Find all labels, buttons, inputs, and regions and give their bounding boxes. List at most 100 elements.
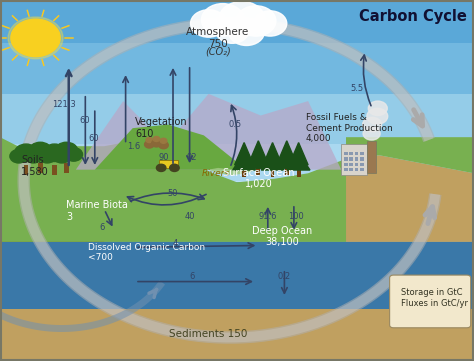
Text: 92: 92 xyxy=(187,153,197,161)
Text: Surface Ocean
1,020: Surface Ocean 1,020 xyxy=(223,168,294,190)
Bar xyxy=(344,168,348,171)
Bar xyxy=(0,43,474,94)
Circle shape xyxy=(146,138,153,143)
Circle shape xyxy=(15,144,37,161)
Circle shape xyxy=(65,148,82,161)
Text: 100: 100 xyxy=(288,212,304,221)
Polygon shape xyxy=(247,151,270,168)
Text: 60: 60 xyxy=(79,117,90,125)
Polygon shape xyxy=(346,155,474,242)
Circle shape xyxy=(159,142,168,149)
Bar xyxy=(0,182,474,242)
Circle shape xyxy=(228,18,264,45)
Bar xyxy=(159,160,178,168)
Bar xyxy=(355,152,358,155)
Text: 50: 50 xyxy=(168,189,178,197)
Bar xyxy=(24,165,28,175)
Text: 1.6: 1.6 xyxy=(127,142,140,151)
FancyBboxPatch shape xyxy=(390,275,471,328)
Text: Storage in GtC
Fluxes in GtC/yr: Storage in GtC Fluxes in GtC/yr xyxy=(401,288,467,308)
Circle shape xyxy=(368,101,387,116)
Polygon shape xyxy=(209,168,256,175)
Bar xyxy=(349,152,353,155)
Bar xyxy=(0,144,474,180)
Circle shape xyxy=(216,18,249,43)
Text: 60: 60 xyxy=(89,135,99,143)
Circle shape xyxy=(24,148,42,161)
Text: Carbon Cycle: Carbon Cycle xyxy=(359,9,467,24)
Circle shape xyxy=(10,149,27,163)
Text: Rivers: Rivers xyxy=(201,169,230,178)
Text: Dissolved Organic Carbon
<700: Dissolved Organic Carbon <700 xyxy=(88,243,205,262)
Circle shape xyxy=(55,142,78,160)
Text: 6: 6 xyxy=(189,272,195,280)
Circle shape xyxy=(145,141,154,148)
Polygon shape xyxy=(233,153,255,170)
Text: Vegetation
610: Vegetation 610 xyxy=(135,117,188,139)
Text: 0.2: 0.2 xyxy=(278,272,291,280)
Circle shape xyxy=(367,108,388,124)
Bar xyxy=(256,166,260,175)
Circle shape xyxy=(363,127,380,140)
Circle shape xyxy=(160,138,167,143)
Circle shape xyxy=(201,4,244,36)
Text: 6: 6 xyxy=(99,223,105,232)
Polygon shape xyxy=(0,144,104,242)
Bar xyxy=(360,152,364,155)
Circle shape xyxy=(170,164,179,171)
Bar xyxy=(341,144,367,175)
Circle shape xyxy=(11,19,60,57)
Polygon shape xyxy=(0,137,346,242)
Polygon shape xyxy=(261,153,284,170)
Bar xyxy=(349,163,353,166)
Bar xyxy=(355,168,358,171)
Bar xyxy=(285,166,289,175)
Circle shape xyxy=(191,10,227,37)
Polygon shape xyxy=(277,141,296,163)
Bar xyxy=(344,152,348,155)
Text: 121.3: 121.3 xyxy=(52,100,76,109)
Polygon shape xyxy=(275,151,298,168)
Text: 91.6: 91.6 xyxy=(258,212,277,221)
Polygon shape xyxy=(95,125,246,170)
Bar xyxy=(349,168,353,171)
Circle shape xyxy=(153,136,160,142)
Text: Sediments 150: Sediments 150 xyxy=(169,329,248,339)
Bar xyxy=(355,163,358,166)
Bar xyxy=(355,157,358,161)
Bar xyxy=(0,309,474,361)
Polygon shape xyxy=(76,94,341,170)
Bar xyxy=(0,94,474,144)
Text: 5.5: 5.5 xyxy=(350,84,364,93)
Bar xyxy=(344,157,348,161)
Polygon shape xyxy=(289,143,308,165)
Bar xyxy=(367,141,376,173)
Circle shape xyxy=(39,148,56,161)
Bar xyxy=(271,168,274,177)
Circle shape xyxy=(254,11,287,36)
Bar xyxy=(52,165,57,175)
Text: 4: 4 xyxy=(173,239,178,248)
Bar xyxy=(0,0,474,43)
Polygon shape xyxy=(263,143,282,165)
Text: Marine Biota
3: Marine Biota 3 xyxy=(66,200,128,222)
Text: 90: 90 xyxy=(158,153,169,161)
Text: Fossil Fuels &
Cement Production
4,000: Fossil Fuels & Cement Production 4,000 xyxy=(306,113,392,143)
Circle shape xyxy=(236,6,276,36)
Circle shape xyxy=(8,17,63,59)
Bar xyxy=(297,168,301,177)
Bar xyxy=(242,168,246,177)
Circle shape xyxy=(156,164,166,171)
Circle shape xyxy=(53,149,71,163)
Bar xyxy=(360,168,364,171)
Circle shape xyxy=(50,148,68,161)
Bar xyxy=(0,242,474,309)
Circle shape xyxy=(38,149,56,163)
Bar xyxy=(360,163,364,166)
Circle shape xyxy=(219,1,264,36)
Text: 40: 40 xyxy=(184,212,195,221)
Text: Soils
1,580: Soils 1,580 xyxy=(21,155,49,177)
Circle shape xyxy=(25,149,42,163)
Text: Deep Ocean
38,100: Deep Ocean 38,100 xyxy=(252,226,312,247)
Polygon shape xyxy=(346,137,474,173)
